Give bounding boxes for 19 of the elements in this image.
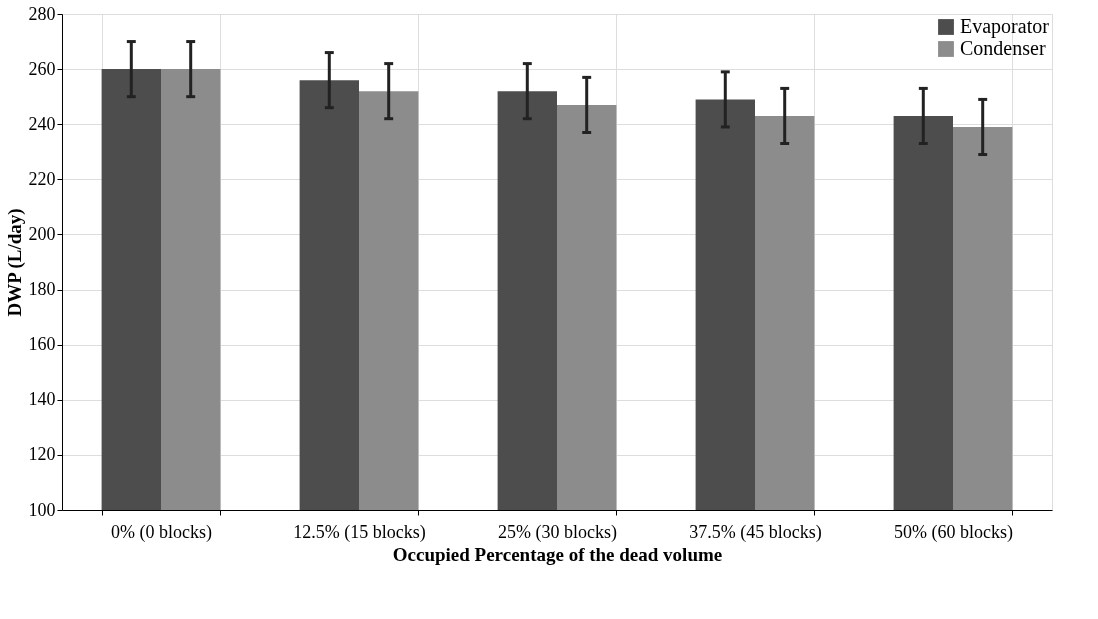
y-tick-label: 120 [28, 444, 56, 465]
x-axis-title: Occupied Percentage of the dead volume [392, 543, 723, 565]
y-tick-label: 160 [28, 334, 56, 355]
y-tick-label: 240 [28, 113, 56, 134]
y-tick-label: 280 [28, 3, 56, 24]
x-tick-label: 37.5% (45 blocks) [689, 521, 822, 543]
y-tick-label: 100 [28, 499, 56, 520]
x-tick-label: 50% (60 blocks) [894, 521, 1013, 543]
y-axis-title: DWP (L/day) [3, 208, 26, 317]
y-tick-label: 220 [28, 168, 56, 189]
legend-label: Evaporator [960, 15, 1050, 38]
y-tick-label: 140 [28, 389, 56, 410]
legend-label: Condenser [960, 37, 1046, 59]
y-tick-label: 260 [28, 58, 56, 79]
y-tick-label: 180 [28, 279, 56, 300]
x-tick-label: 0% (0 blocks) [111, 521, 212, 543]
y-tick-label: 200 [28, 223, 56, 244]
x-tick-label: 12.5% (15 blocks) [293, 521, 426, 543]
x-tick-label: 25% (30 blocks) [498, 521, 617, 543]
